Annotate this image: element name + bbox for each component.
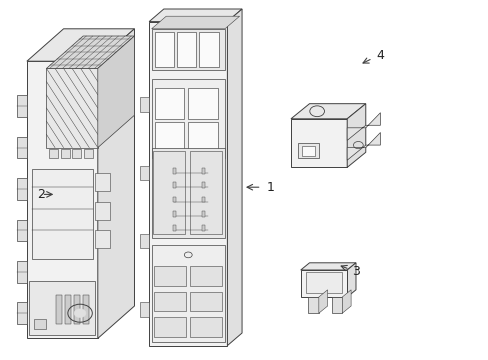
Bar: [151, 245, 224, 342]
Bar: [154, 266, 185, 286]
Bar: [151, 148, 224, 238]
Bar: [190, 292, 222, 311]
Bar: [172, 211, 176, 217]
Bar: [202, 168, 205, 174]
Polygon shape: [149, 9, 242, 22]
Polygon shape: [27, 29, 134, 61]
Bar: [172, 182, 176, 188]
Polygon shape: [300, 263, 355, 270]
Bar: [305, 272, 342, 293]
Polygon shape: [331, 297, 342, 313]
Polygon shape: [17, 220, 27, 241]
Bar: [61, 149, 69, 158]
Bar: [29, 281, 95, 335]
Bar: [199, 32, 218, 67]
Polygon shape: [290, 119, 346, 167]
Polygon shape: [17, 95, 27, 117]
Bar: [155, 88, 184, 119]
Bar: [49, 149, 58, 158]
Polygon shape: [346, 263, 355, 297]
Polygon shape: [17, 178, 27, 200]
Bar: [202, 197, 205, 202]
Polygon shape: [300, 270, 346, 297]
Bar: [301, 146, 315, 156]
Bar: [65, 295, 71, 324]
Polygon shape: [346, 132, 380, 160]
Polygon shape: [46, 68, 98, 148]
Polygon shape: [140, 97, 149, 112]
Polygon shape: [95, 173, 110, 191]
Text: 2: 2: [37, 188, 44, 201]
Polygon shape: [27, 61, 98, 338]
Polygon shape: [95, 202, 110, 220]
Bar: [83, 149, 93, 158]
Bar: [155, 122, 184, 153]
Bar: [74, 295, 80, 324]
Polygon shape: [17, 302, 27, 324]
Polygon shape: [140, 302, 149, 317]
Bar: [188, 122, 217, 153]
Bar: [153, 151, 185, 234]
Bar: [202, 211, 205, 217]
Polygon shape: [46, 36, 134, 68]
Bar: [56, 295, 62, 324]
Bar: [34, 319, 46, 329]
Circle shape: [74, 309, 86, 318]
Polygon shape: [95, 230, 110, 248]
Polygon shape: [346, 113, 380, 140]
Polygon shape: [307, 297, 318, 313]
Polygon shape: [346, 104, 365, 167]
Bar: [190, 317, 222, 337]
Bar: [172, 225, 176, 231]
Polygon shape: [342, 290, 350, 313]
Bar: [177, 32, 196, 67]
Text: 3: 3: [351, 265, 359, 278]
Bar: [155, 32, 174, 67]
Bar: [82, 295, 88, 324]
Polygon shape: [227, 9, 242, 346]
Polygon shape: [98, 36, 134, 148]
Bar: [298, 143, 318, 158]
Text: 4: 4: [376, 49, 384, 62]
Polygon shape: [290, 104, 365, 119]
Bar: [190, 266, 222, 286]
Bar: [172, 197, 176, 202]
Polygon shape: [140, 234, 149, 248]
Text: 1: 1: [266, 181, 274, 194]
Bar: [202, 182, 205, 188]
Bar: [172, 168, 176, 174]
Polygon shape: [149, 22, 227, 346]
Bar: [188, 88, 217, 119]
Bar: [151, 29, 224, 70]
Polygon shape: [151, 16, 239, 29]
Bar: [154, 292, 185, 311]
Bar: [151, 79, 224, 158]
Bar: [72, 149, 81, 158]
Polygon shape: [17, 261, 27, 283]
Bar: [189, 151, 222, 234]
Polygon shape: [17, 137, 27, 158]
Bar: [32, 169, 93, 259]
Polygon shape: [140, 166, 149, 180]
Bar: [202, 225, 205, 231]
Bar: [154, 317, 185, 337]
Polygon shape: [318, 290, 327, 313]
Polygon shape: [98, 29, 134, 338]
